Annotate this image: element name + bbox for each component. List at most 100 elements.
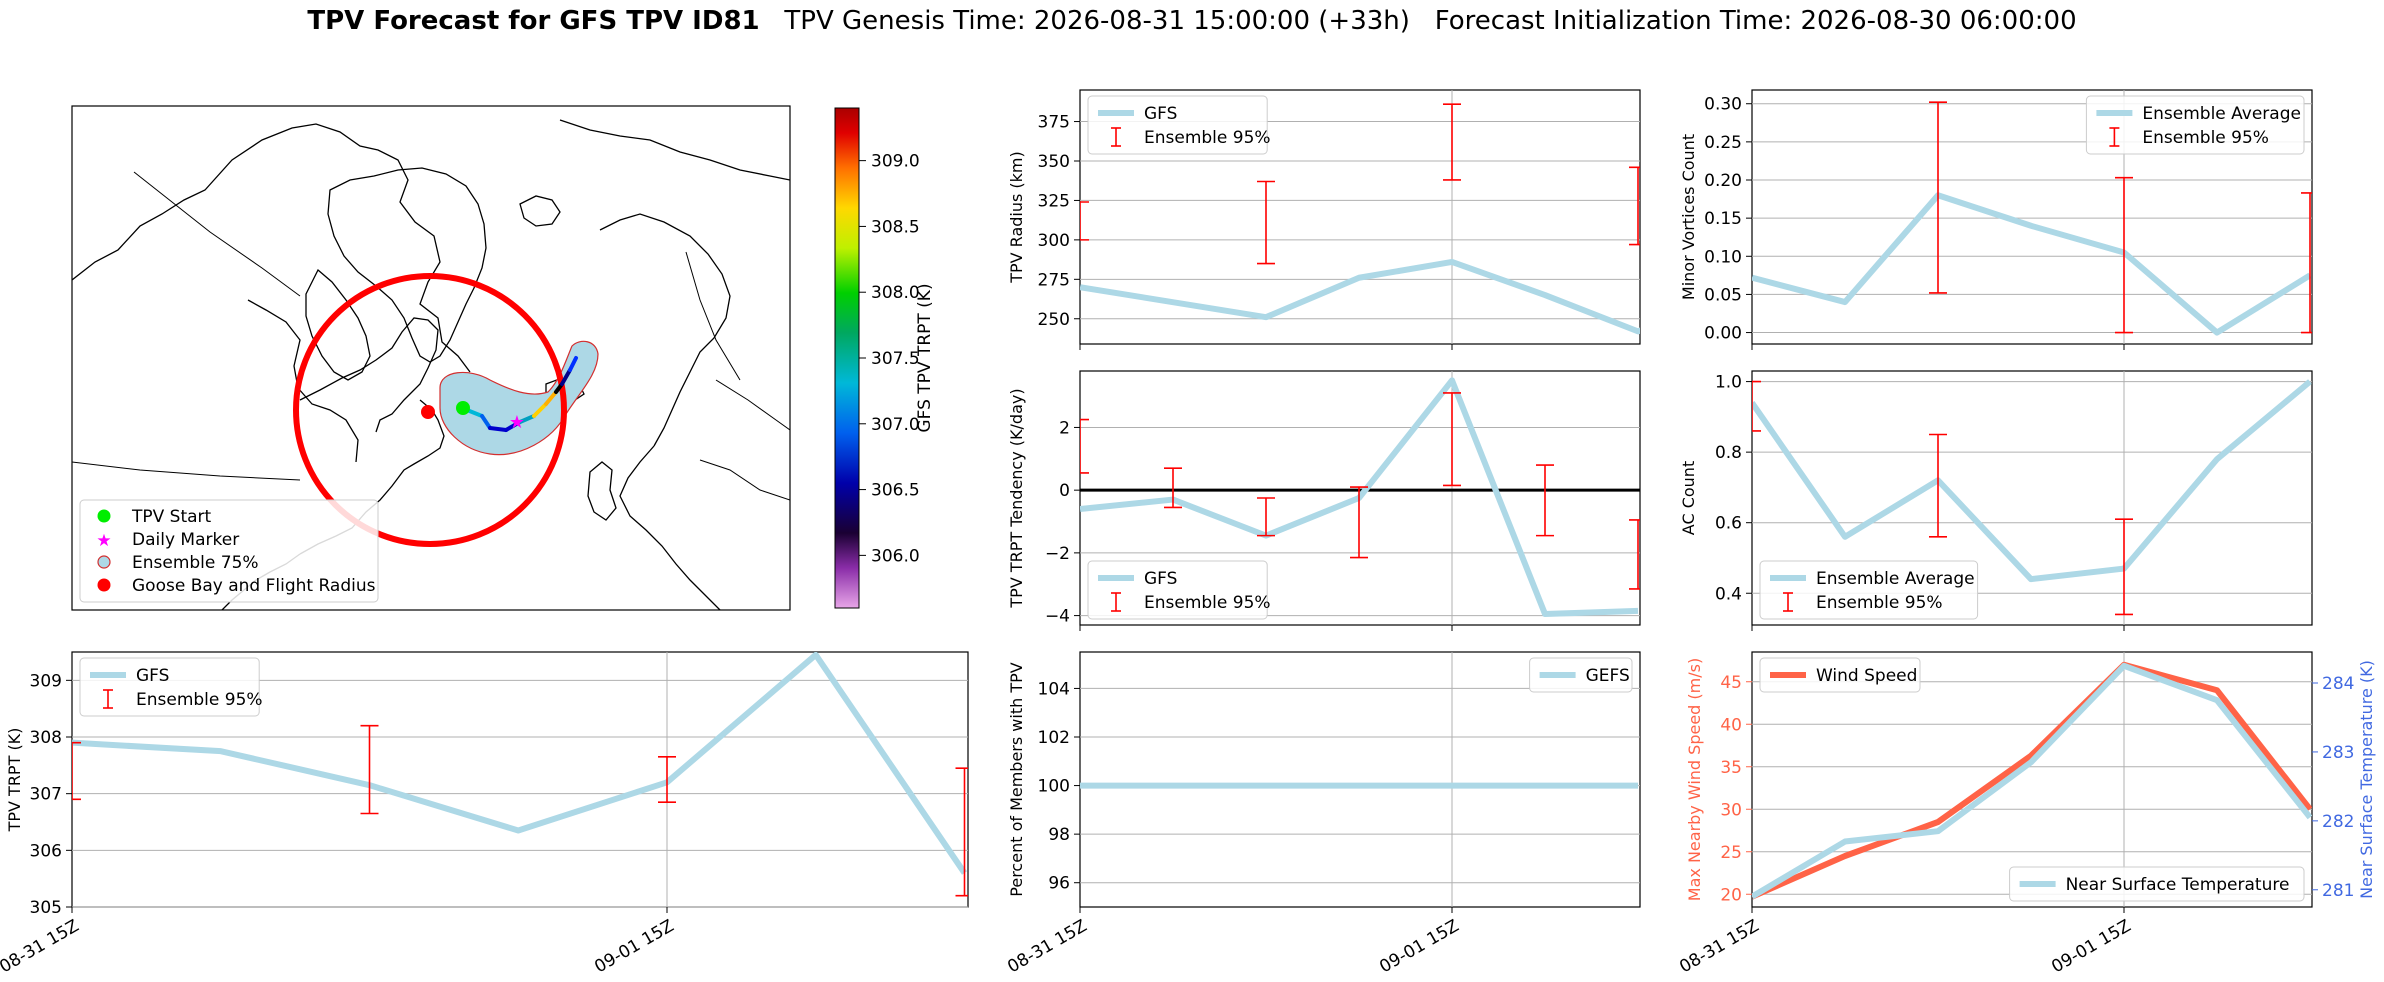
y-tick-label: 20 (1720, 885, 1742, 905)
coastline-hudson-bay (299, 317, 439, 433)
colorbar-tick-label: 307.0 (871, 415, 920, 435)
tpv-start-marker (456, 401, 470, 415)
chart-tpv-trpt: 305 306 307 308 309 08-31 15Z 09-01 15Z TPV TRP… (0, 651, 969, 977)
y-axis-label: TPV TRPT Tendency (K/day) (1007, 388, 1026, 608)
y-tick-label: 0.30 (1704, 95, 1742, 115)
legend-label: Ensemble 95% (1144, 593, 1271, 613)
legend-box (1759, 560, 1979, 620)
y-tick-label: 0 (1059, 481, 1070, 501)
y-tick-label-right: 282 (2322, 812, 2354, 832)
y-tick-label: 102 (1038, 728, 1070, 748)
legend-label: Ensemble 95% (136, 690, 263, 710)
daily-marker-star: ★ (509, 412, 525, 433)
y-tick-label: 0.4 (1715, 584, 1742, 604)
legend-label: Ensemble 95% (2142, 128, 2269, 148)
colorbar-tick-label: 308.0 (871, 283, 920, 303)
figure-title: TPV Forecast for GFS TPV ID81 TPV Genesi… (0, 6, 2384, 36)
y-axis-label: TPV Radius (km) (1007, 151, 1026, 284)
legend-label: GFS (136, 666, 169, 686)
y-tick-label: 307 (30, 785, 62, 805)
y-tick-label: 40 (1720, 715, 1742, 735)
y-tick-label: 325 (1038, 191, 1070, 211)
y-tick-label: 306 (30, 841, 62, 861)
y-tick-label: 250 (1038, 310, 1070, 330)
legend-label: Ensemble 95% (1816, 593, 1943, 613)
legend-box (2009, 866, 2305, 902)
legend-label: GFS (1144, 104, 1177, 124)
colorbar-tick-label: 306.5 (871, 481, 920, 501)
y-tick-label: 25 (1720, 843, 1742, 863)
y-tick-label: 375 (1038, 113, 1070, 133)
y-tick-label: 350 (1038, 152, 1070, 172)
y-tick-label: 45 (1720, 673, 1742, 693)
plot-area (1752, 379, 2312, 616)
x-tick-label: 08-31 15Z (0, 916, 83, 977)
ensemble-75-region (439, 340, 599, 456)
y-tick-label: 305 (30, 898, 62, 918)
y-tick-label: 275 (1038, 270, 1070, 290)
border-line (685, 251, 741, 381)
chart-minor-vortices: 0.00 0.05 0.10 0.15 0.20 0.25 0.30 Minor Vortic… (1679, 89, 2313, 350)
map-legend-label: Daily Marker (132, 530, 239, 550)
chart-trpt-tendency: −4 −2 0 2 TPV TRPT Tendency (K/day) GFS Ensemb… (1007, 370, 1641, 631)
y-axis-label: TPV TRPT (K) (5, 728, 24, 833)
colorbar-tick-label: 307.5 (871, 349, 920, 369)
y-tick-label: 0.8 (1715, 443, 1742, 463)
plot-area (72, 652, 968, 897)
colorbar-tick-label: 309.0 (871, 152, 920, 172)
y-tick-label: 30 (1720, 800, 1742, 820)
y-tick-label: 0.05 (1704, 285, 1742, 305)
coastline-alaska (72, 123, 471, 373)
plot-area (1752, 661, 2312, 900)
coastline-russia (559, 119, 790, 181)
border-line (72, 461, 301, 481)
y-tick-label: 0.20 (1704, 171, 1742, 191)
coastline-greenland (327, 167, 487, 363)
map-legend-label: Ensemble 75% (132, 553, 259, 573)
map-panel: ★ TPV Start ★ Daily Marker Ensemble 75% … (71, 105, 935, 611)
border-line (715, 379, 790, 431)
x-tick-label: 08-31 15Z (1004, 916, 1090, 977)
legend-label: GEFS (1586, 666, 1630, 686)
y-axis-label: Max Nearby Wind Speed (m/s) (1685, 658, 1704, 901)
map-legend-label: Goose Bay and Flight Radius (132, 576, 376, 596)
coastline-uk (587, 461, 617, 521)
legend-label: Wind Speed (1816, 666, 1917, 686)
plot-frame (1079, 651, 1641, 908)
tpv-track (460, 356, 578, 432)
border-line (133, 171, 301, 297)
figure-title-init: Forecast Initialization Time: 2026-08-30… (1434, 6, 2077, 36)
figure-title-genesis: TPV Genesis Time: 2026-08-31 15:00:00 (+… (784, 6, 1410, 36)
chart-percent-members: 96 98 100 102 104 08-31 15Z 09-01 15Z Percent o… (1004, 651, 1641, 977)
figure-title-bold: TPV Forecast for GFS TPV ID81 (307, 6, 760, 36)
colorbar: 306.0 306.5 307.0 307.5 308.0 308.5 309.0 GFS … (834, 107, 935, 609)
y-tick-label-right: 281 (2322, 881, 2354, 901)
x-tick-label: 09-01 15Z (591, 916, 677, 977)
svg-text:★: ★ (96, 531, 111, 551)
y-tick-label: 0.10 (1704, 247, 1742, 267)
legend-label: Near Surface Temperature (2066, 875, 2290, 895)
y-axis-label-right: Near Surface Temperature (K) (2357, 660, 2376, 899)
border-line (699, 459, 790, 501)
coastline-scandinavia (599, 213, 731, 447)
y-tick-label: 0.00 (1704, 324, 1742, 344)
legend-label: Ensemble Average (2142, 104, 2301, 124)
legend-box (1759, 657, 1921, 693)
legend-box (2085, 95, 2305, 155)
plot-area (1080, 377, 1640, 618)
y-tick-label: 2 (1059, 418, 1070, 438)
y-tick-label-right: 284 (2322, 674, 2354, 694)
chart-wind-temp: 20 25 30 35 40 45 08-31 15Z 09-01 15Z 281 282 283 2… (1676, 651, 2376, 977)
y-tick-label: 98 (1048, 825, 1070, 845)
y-tick-label: 0.15 (1704, 209, 1742, 229)
chart-tpv-radius: 250 275 300 325 350 375 TPV Radius (km) GFS Ense… (1007, 89, 1641, 350)
x-tick-label: 09-01 15Z (2048, 916, 2134, 977)
legend-label: GFS (1144, 569, 1177, 589)
y-tick-label: −4 (1045, 607, 1070, 627)
y-tick-label: 0.6 (1715, 514, 1742, 534)
legend-label: Ensemble 95% (1144, 128, 1271, 148)
colorbar-tick-label: 308.5 (871, 217, 920, 237)
y-tick-label: 35 (1720, 758, 1742, 778)
